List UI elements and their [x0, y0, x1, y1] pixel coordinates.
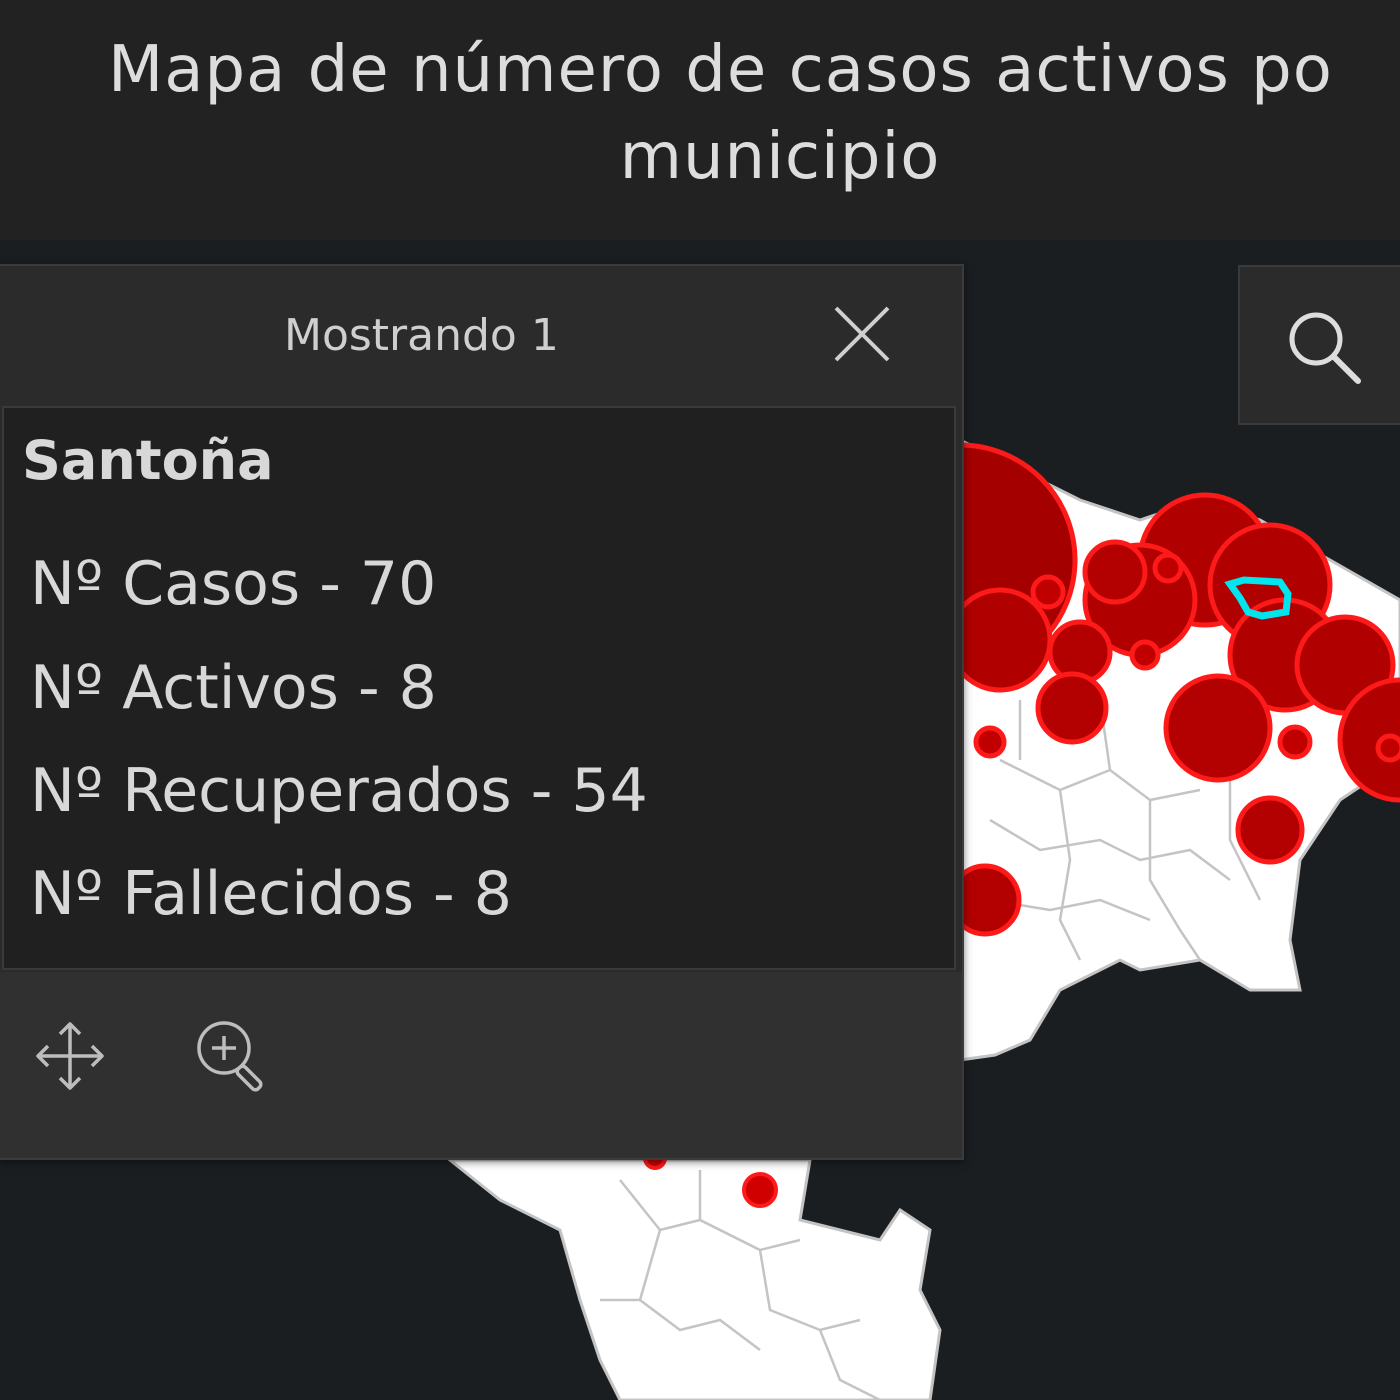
move-icon [36, 1022, 104, 1090]
case-circle[interactable] [1163, 673, 1273, 783]
field-activos: Nº Activos - 8 [30, 653, 437, 723]
region-land-south [445, 1158, 942, 1400]
municipal-boundaries [600, 699, 1262, 1400]
case-circle[interactable] [1337, 677, 1400, 803]
case-circle[interactable] [742, 1172, 778, 1208]
search-icon [1289, 312, 1361, 384]
page-title-line2: municipio [619, 120, 941, 194]
field-fallecidos: Nº Fallecidos - 8 [30, 859, 512, 929]
case-circle[interactable] [1082, 539, 1148, 605]
header: Mapa de número de casos activos po munic… [0, 0, 1400, 240]
zoom-to-button[interactable] [192, 1016, 282, 1106]
case-circle[interactable] [1235, 795, 1305, 865]
page-title: Mapa de número de casos activos po [108, 33, 1333, 107]
close-icon[interactable] [830, 302, 894, 366]
zoom-in-icon [197, 1021, 263, 1092]
case-circle[interactable] [1375, 733, 1400, 763]
case-circle[interactable] [973, 725, 1007, 759]
case-circle[interactable] [1277, 724, 1313, 760]
search-button[interactable] [1238, 265, 1400, 425]
dock-button[interactable] [30, 1016, 120, 1106]
feature-title: Santoña [22, 429, 274, 492]
field-recuperados: Nº Recuperados - 54 [30, 756, 648, 826]
case-circle[interactable] [1129, 639, 1161, 671]
case-circle[interactable] [1030, 574, 1066, 610]
popup-feature-count: Mostrando 1 [284, 310, 559, 361]
selected-feature-highlight [1224, 576, 1292, 620]
field-casos: Nº Casos - 70 [30, 549, 437, 619]
feature-popup: Mostrando 1 Santoña Nº Casos - 70 Nº Act… [0, 264, 964, 1160]
popup-content: Santoña Nº Casos - 70 Nº Activos - 8 Nº … [2, 406, 956, 970]
popup-header: Mostrando 1 [0, 266, 962, 406]
case-circle[interactable] [947, 587, 1053, 693]
case-circle[interactable] [1152, 552, 1184, 584]
case-circle[interactable] [1035, 671, 1109, 745]
popup-actions [0, 972, 962, 1158]
